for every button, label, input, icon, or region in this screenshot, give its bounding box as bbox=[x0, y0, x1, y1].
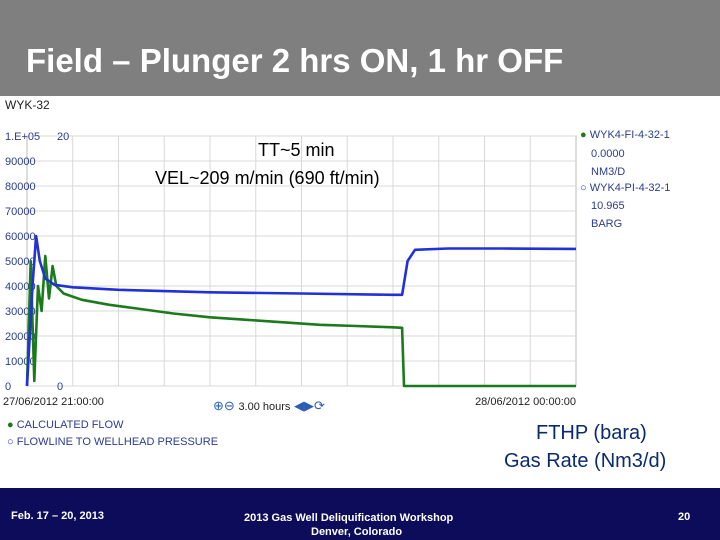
y-tick-label-left: 1.E+05 bbox=[5, 131, 40, 143]
legend-item-pressure[interactable]: ○ FLOWLINE TO WELLHEAD PRESSURE bbox=[7, 436, 218, 448]
footer-dates: Feb. 17 – 20, 2013 bbox=[11, 510, 104, 522]
arrow-right-icon[interactable]: ▶ bbox=[304, 398, 315, 413]
pressure-legend-tag[interactable]: ○ WYK4-PI-4-32-1 bbox=[580, 182, 670, 194]
y-tick-label-left: 90000 bbox=[5, 156, 36, 168]
legend-label-flow: CALCULATED FLOW bbox=[16, 419, 124, 431]
time-controls: ⊕⊖ 3.00 hours ◀▶⟳ bbox=[213, 398, 325, 414]
flow-unit: NM3/D bbox=[591, 166, 626, 178]
hollow-dot-icon: ○ bbox=[580, 182, 587, 194]
series-line-flow bbox=[25, 254, 576, 388]
series-line-pressure bbox=[25, 234, 577, 387]
footer-page-number: 20 bbox=[678, 511, 691, 523]
y-tick-label-left: 60000 bbox=[5, 231, 36, 243]
pressure-unit: BARG bbox=[591, 218, 623, 230]
filled-dot-icon: ● bbox=[580, 129, 587, 141]
y-tick-label-left: 50000 bbox=[5, 256, 36, 268]
arrow-left-icon[interactable]: ◀ bbox=[294, 398, 305, 413]
filled-dot-icon: ● bbox=[7, 419, 14, 431]
title-bar bbox=[0, 0, 720, 96]
footer-workshop: 2013 Gas Well Deliquification Workshop bbox=[244, 512, 454, 524]
y-tick-label-left: 10000 bbox=[5, 356, 36, 368]
fthp-annotation: FTHP (bara) bbox=[536, 422, 647, 444]
flow-tag-label: WYK4-FI-4-32-1 bbox=[589, 129, 670, 141]
legend-item-flow[interactable]: ● CALCULATED FLOW bbox=[7, 419, 123, 431]
y-tick-label-left: 40000 bbox=[5, 281, 36, 293]
pressure-current-value: 10.965 bbox=[591, 200, 625, 212]
refresh-icon[interactable]: ⟳ bbox=[314, 398, 325, 413]
footer-bar bbox=[0, 488, 720, 540]
y-tick-label-left: 70000 bbox=[5, 206, 36, 218]
flow-legend-tag[interactable]: ● WYK4-FI-4-32-1 bbox=[580, 129, 670, 141]
flow-current-value: 0.0000 bbox=[591, 148, 625, 160]
x-tick-label-end: 28/06/2012 00:00:00 bbox=[475, 396, 576, 408]
range-label: 3.00 hours bbox=[238, 401, 291, 413]
footer-location: Denver, Colorado bbox=[311, 526, 403, 538]
y-tick-label-left: 80000 bbox=[5, 181, 36, 193]
panel-name: WYK-32 bbox=[5, 98, 50, 112]
velocity-annotation: VEL~209 m/min (690 ft/min) bbox=[155, 168, 380, 188]
pressure-tag-label: WYK4-PI-4-32-1 bbox=[589, 182, 671, 194]
gas-rate-annotation: Gas Rate (Nm3/d) bbox=[504, 450, 667, 472]
trend-chart: 0100002000030000400005000060000700008000… bbox=[3, 131, 577, 408]
legend-label-pressure: FLOWLINE TO WELLHEAD PRESSURE bbox=[16, 436, 219, 448]
slide-title: Field – Plunger 2 hrs ON, 1 hr OFF bbox=[26, 42, 564, 79]
y-tick-label-right: 20 bbox=[57, 131, 69, 143]
travel-time-annotation: TT~5 min bbox=[258, 140, 335, 160]
zoom-out-icon[interactable]: ⊖ bbox=[223, 398, 235, 413]
y-tick-label-right: 0 bbox=[57, 381, 63, 393]
hollow-dot-icon: ○ bbox=[7, 436, 14, 448]
y-tick-label-left: 0 bbox=[5, 381, 11, 393]
x-tick-label-start: 27/06/2012 21:00:00 bbox=[3, 396, 104, 408]
zoom-in-icon[interactable]: ⊕ bbox=[213, 398, 224, 413]
